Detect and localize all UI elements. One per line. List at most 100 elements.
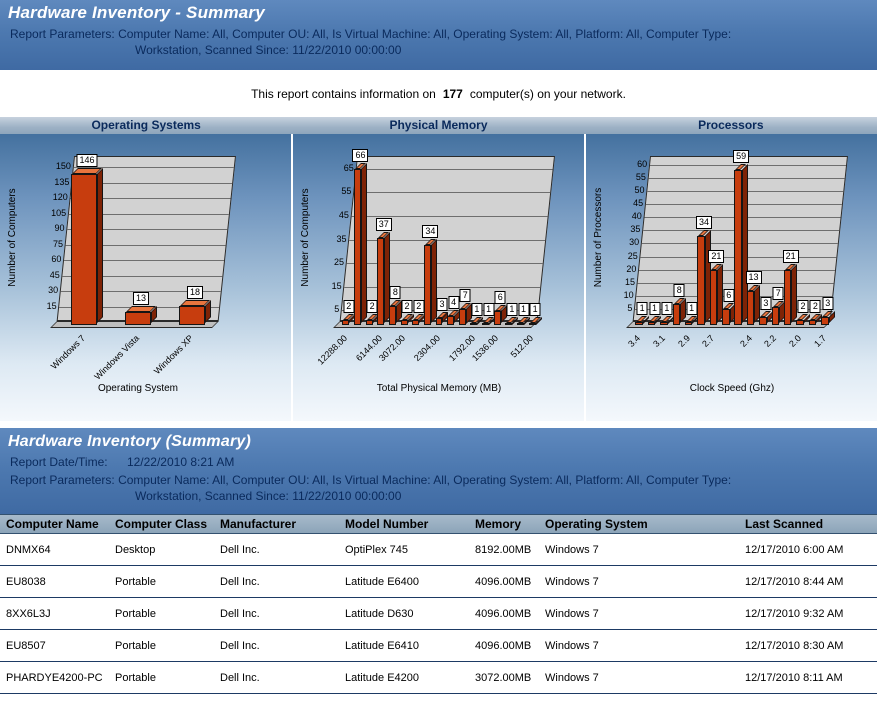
y-tick-label: 5 [627, 302, 633, 313]
bar-value-label: 2 [413, 300, 425, 314]
y-tick-label: 25 [627, 250, 638, 261]
y-tick-label: 55 [341, 186, 352, 197]
chart-bar [435, 311, 449, 325]
table-cell-memory: 4096.00MB [475, 607, 532, 620]
table-cell-computer-class: Portable [115, 639, 156, 652]
table-cell-computer-name: 8XX6L3J [6, 607, 51, 620]
y-tick-label: 135 [54, 176, 70, 187]
column-header-computer-class: Computer Class [115, 517, 208, 531]
count-suffix: computer(s) on your network. [469, 87, 626, 101]
table-body: DNMX64 Desktop Dell Inc. OptiPlex 745 8192.0… [0, 534, 877, 694]
table-cell-manufacturer: Dell Inc. [220, 607, 260, 620]
gridline [649, 164, 847, 166]
y-tick-label: 30 [629, 237, 640, 248]
gridline [351, 215, 548, 217]
y-tick-label: 30 [48, 285, 59, 296]
table-row: EU8038 Portable Dell Inc. Latitude E6400 409… [0, 566, 877, 598]
report-header: Hardware Inventory - Summary Report Para… [0, 0, 877, 70]
table-row: PHARDYE4200-PC Portable Dell Inc. Latitude … [0, 662, 877, 694]
table-cell-memory: 4096.00MB [475, 575, 532, 588]
bar-value-label: 1 [529, 302, 541, 316]
bar-value-label: 2 [401, 300, 413, 314]
chart-bar [125, 305, 157, 325]
table-cell-operating-system: Windows 7 [545, 671, 599, 684]
chart-bar [722, 303, 736, 325]
table-cell-operating-system: Windows 7 [545, 575, 599, 588]
table-cell-last-scanned: 12/17/2010 9:32 AM [745, 607, 844, 620]
parameters-label: Report Parameters: [10, 27, 115, 41]
bar-value-label: 8 [389, 286, 401, 300]
bar-side-face [97, 168, 103, 323]
table-cell-computer-class: Portable [115, 671, 156, 684]
bar-value-label: 37 [375, 217, 392, 231]
chart-bar [493, 304, 507, 325]
y-tick-label: 15 [331, 280, 342, 291]
bar-value-label: 3 [436, 297, 448, 311]
table-cell-computer-name: EU8507 [6, 639, 46, 652]
bar-value-label: 1 [483, 302, 495, 316]
chart-bar [377, 231, 391, 325]
table-cell-manufacturer: Dell Inc. [220, 639, 260, 652]
column-header-model-number: Model Number [345, 517, 429, 531]
table-cell-memory: 8192.00MB [475, 543, 532, 556]
y-tick-label: 35 [630, 224, 641, 235]
bar-value-label: 34 [422, 224, 439, 238]
parameters-line2: Workstation, Scanned Since: 11/22/2010 0… [135, 43, 402, 57]
chart-processors: Number of Processors 5 10 15 20 25 30 35 40 45 50 5… [586, 134, 877, 421]
chart-bar [697, 229, 711, 325]
y-axis-title: Number of Computers [6, 187, 18, 287]
table-cell-manufacturer: Dell Inc. [220, 543, 260, 556]
table-cell-last-scanned: 12/17/2010 8:44 AM [745, 575, 844, 588]
chart-bar [635, 316, 649, 325]
y-tick-label: 55 [635, 171, 646, 182]
bar-value-label: 66 [352, 149, 369, 163]
chart-bar [482, 316, 496, 325]
bar-value-label: 21 [782, 250, 799, 263]
gridline [346, 263, 543, 265]
chart-bar [458, 302, 472, 325]
chart-bar [672, 298, 687, 325]
inventory-table: Computer Name Computer Class Manufacture… [0, 514, 877, 694]
chart-header-physical-memory: Physical Memory [389, 118, 488, 132]
y-tick-label: 40 [631, 211, 642, 222]
table-row: EU8507 Portable Dell Inc. Latitude E6410 409… [0, 630, 877, 662]
y-tick-label: 15 [46, 300, 57, 311]
y-tick-label: 35 [336, 233, 347, 244]
computer-count: 177 [442, 87, 463, 101]
chart-bar [734, 164, 748, 325]
table-cell-computer-name: DNMX64 [6, 543, 51, 556]
y-tick-label: 75 [52, 238, 63, 249]
table-cell-model-number: Latitude D630 [345, 607, 414, 620]
bar-value-label: 2 [797, 299, 809, 313]
y-tick-label: 50 [634, 185, 645, 196]
table-cell-last-scanned: 12/17/2010 8:30 AM [745, 639, 844, 652]
y-tick-label: 60 [637, 158, 648, 169]
chart-bar [71, 168, 103, 325]
chart-bar [342, 314, 356, 325]
table-cell-memory: 3072.00MB [475, 671, 532, 684]
table-cell-operating-system: Windows 7 [545, 543, 599, 556]
chart-operating-systems: Number of Computers 15 30 45 60 75 90 105 120 135… [0, 134, 291, 421]
chart-bar [771, 300, 786, 325]
bar-value-label: 1 [506, 302, 518, 316]
chart-bar [821, 311, 835, 325]
bar-value-label: 6 [494, 290, 506, 304]
chart-bar [684, 316, 699, 325]
parameters-line1: Computer Name: All, Computer OU: All, Is… [118, 27, 732, 41]
y-tick-label: 20 [626, 263, 637, 274]
chart-bar [517, 316, 531, 325]
summary-parameters-label: Report Parameters: [10, 473, 115, 487]
table-cell-model-number: OptiPlex 745 [345, 543, 408, 556]
table-cell-computer-class: Desktop [115, 543, 156, 556]
table-cell-manufacturer: Dell Inc. [220, 671, 260, 684]
bar-value-label: 13 [132, 291, 150, 305]
y-tick-label: 5 [334, 304, 340, 315]
table-cell-operating-system: Windows 7 [545, 639, 599, 652]
bar-value-label: 2 [809, 299, 821, 313]
x-axis-title: Clock Speed (Ghz) [689, 383, 775, 394]
y-tick-label: 15 [625, 276, 636, 287]
bar-side-face [360, 163, 367, 323]
chart-bar [423, 238, 437, 325]
chart-bar [353, 163, 367, 325]
bar-value-label: 146 [76, 154, 98, 168]
